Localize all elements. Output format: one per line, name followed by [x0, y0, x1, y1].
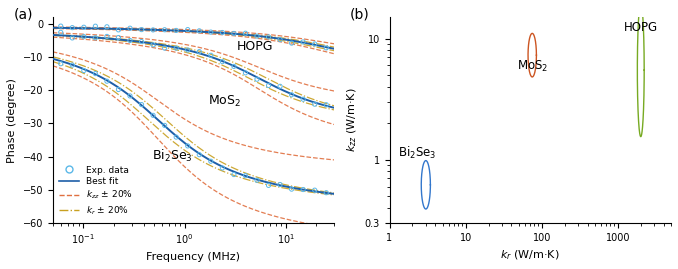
- Point: [298, 187, 308, 192]
- Point: [309, 188, 320, 192]
- Point: [90, 24, 101, 28]
- Point: [309, 102, 320, 106]
- Point: [136, 39, 147, 44]
- Point: [309, 42, 320, 46]
- Point: [205, 30, 216, 34]
- Point: [228, 31, 239, 36]
- Text: $\mathrm{MoS_2}$: $\mathrm{MoS_2}$: [208, 94, 241, 109]
- Point: [240, 31, 251, 36]
- Point: [148, 113, 159, 118]
- Point: [275, 84, 285, 89]
- Point: [275, 37, 285, 42]
- Point: [125, 38, 136, 43]
- Text: $\mathrm{Bi_2Se_3}$: $\mathrm{Bi_2Se_3}$: [398, 145, 437, 161]
- Point: [194, 49, 205, 54]
- Point: [205, 159, 216, 163]
- Point: [136, 27, 147, 32]
- Y-axis label: Phase (degree): Phase (degree): [7, 78, 17, 162]
- Point: [159, 28, 170, 32]
- Text: HOPG: HOPG: [624, 21, 658, 34]
- Point: [263, 183, 274, 187]
- Point: [159, 123, 170, 128]
- Point: [113, 36, 124, 40]
- Point: [217, 59, 228, 64]
- Point: [79, 68, 89, 73]
- Text: $\mathrm{MoS_2}$: $\mathrm{MoS_2}$: [517, 59, 549, 74]
- Text: (b): (b): [350, 7, 370, 21]
- Point: [298, 40, 308, 44]
- Point: [125, 26, 136, 30]
- Point: [56, 30, 66, 34]
- Point: [182, 48, 193, 52]
- Point: [67, 36, 78, 40]
- Point: [67, 26, 78, 30]
- Text: HOPG: HOPG: [237, 40, 274, 54]
- Point: [217, 30, 228, 35]
- Point: [252, 34, 262, 38]
- Point: [171, 28, 182, 33]
- Point: [240, 174, 251, 178]
- Point: [113, 87, 124, 92]
- Point: [102, 34, 113, 38]
- Point: [252, 77, 262, 81]
- Point: [228, 172, 239, 177]
- Legend: Exp. data, Best fit, $k_{zz}$ ± 20%, $k_{r}$ ± 20%: Exp. data, Best fit, $k_{zz}$ ± 20%, $k_…: [57, 164, 135, 218]
- Point: [90, 72, 101, 76]
- Point: [79, 25, 89, 29]
- Text: (a): (a): [14, 7, 33, 21]
- Point: [102, 79, 113, 83]
- Point: [286, 93, 297, 97]
- Point: [228, 64, 239, 69]
- Point: [56, 62, 66, 66]
- Point: [113, 28, 124, 32]
- Text: $\mathrm{Bi_2Se_3}$: $\mathrm{Bi_2Se_3}$: [152, 148, 193, 164]
- X-axis label: $k_r$ (W/m·K): $k_r$ (W/m·K): [500, 248, 560, 262]
- Point: [263, 35, 274, 39]
- Point: [171, 46, 182, 50]
- Point: [56, 24, 66, 28]
- Point: [321, 190, 332, 195]
- Point: [125, 94, 136, 98]
- Point: [263, 83, 274, 88]
- Point: [90, 36, 101, 40]
- Point: [194, 29, 205, 33]
- Point: [182, 144, 193, 148]
- Point: [321, 102, 332, 107]
- Point: [298, 97, 308, 101]
- Point: [102, 25, 113, 29]
- Point: [205, 53, 216, 58]
- Point: [79, 34, 89, 39]
- X-axis label: Frequency (MHz): Frequency (MHz): [146, 252, 241, 262]
- Point: [252, 178, 262, 182]
- Point: [275, 182, 285, 187]
- Point: [182, 27, 193, 32]
- Point: [171, 135, 182, 139]
- Point: [321, 46, 332, 50]
- Point: [217, 166, 228, 170]
- Point: [67, 63, 78, 67]
- Point: [159, 46, 170, 50]
- Y-axis label: $k_{zz}$ (W/m·K): $k_{zz}$ (W/m·K): [345, 88, 359, 153]
- Point: [148, 43, 159, 47]
- Point: [286, 187, 297, 191]
- Point: [194, 153, 205, 157]
- Point: [286, 41, 297, 45]
- Point: [136, 102, 147, 107]
- Point: [240, 71, 251, 75]
- Point: [148, 28, 159, 32]
